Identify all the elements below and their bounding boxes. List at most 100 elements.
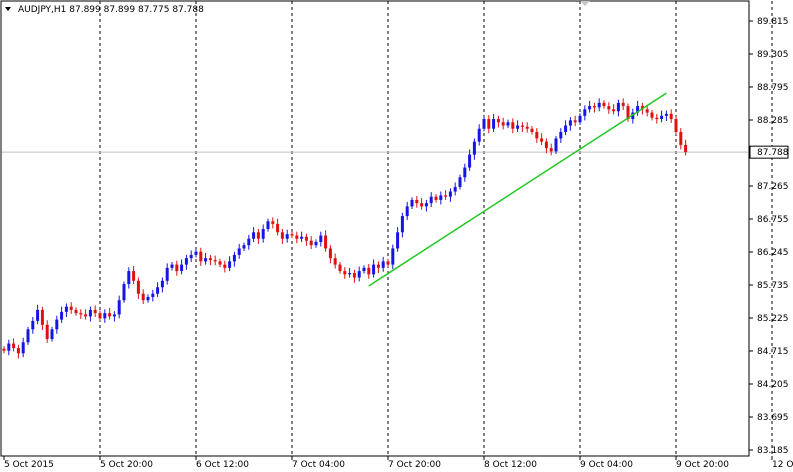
bear-candle [674, 119, 678, 132]
bull-candle [429, 196, 433, 204]
grid-lines [99, 1, 773, 456]
triangle-down-icon[interactable] [5, 7, 11, 11]
bear-candle [324, 235, 328, 249]
bull-candle [472, 141, 476, 155]
x-tick-label: 6 Oct 12:00 [196, 460, 249, 470]
bear-candle [208, 258, 212, 261]
bull-candle [194, 251, 198, 255]
trendline[interactable] [368, 92, 667, 287]
bear-candle [669, 113, 673, 120]
bull-candle [103, 313, 107, 319]
bear-candle [79, 313, 83, 315]
bull-candle [400, 216, 404, 233]
bear-candle [295, 235, 299, 239]
bear-candle [520, 125, 524, 127]
bull-candle [616, 102, 620, 112]
bull-candle [189, 254, 193, 259]
y-tick-label: 86.245 [757, 248, 789, 258]
bull-candle [458, 177, 462, 187]
bull-candle [165, 267, 169, 281]
x-tick-label: 7 Oct 20:00 [388, 460, 441, 470]
bear-candle [136, 280, 140, 294]
bear-candle [12, 343, 16, 349]
bear-candle [98, 313, 102, 319]
bull-candle [151, 293, 155, 297]
bull-candle [348, 273, 352, 275]
bull-candle [453, 186, 457, 192]
bear-candle [573, 120, 577, 123]
bear-candle [40, 309, 44, 325]
bull-candle [578, 115, 582, 123]
bear-candle [367, 267, 371, 275]
bull-candle [554, 138, 558, 152]
bull-candle [492, 119, 496, 129]
y-tick-label: 88.795 [757, 83, 789, 93]
bull-candle [391, 248, 395, 265]
bear-candle [256, 232, 260, 239]
x-tick-label: 5 Oct 2015 [4, 460, 54, 470]
bear-candle [420, 203, 424, 207]
bull-candle [261, 229, 265, 239]
bear-candle [74, 309, 78, 314]
bear-candle [511, 122, 515, 129]
bear-candle [602, 102, 606, 107]
bull-candle [204, 258, 208, 262]
bull-candle [156, 287, 160, 294]
bear-candle [218, 261, 222, 265]
y-tick-label: 87.265 [757, 182, 789, 192]
current-price-label: 87.788 [757, 148, 789, 158]
y-tick-label: 83.695 [757, 413, 789, 423]
bull-candle [50, 329, 54, 340]
bull-candle [31, 320, 35, 330]
bull-candle [597, 102, 601, 108]
trendline-layer[interactable] [368, 92, 667, 287]
bear-candle [45, 324, 49, 340]
diamond-icon[interactable] [580, 1, 590, 6]
bull-candle [506, 122, 510, 126]
bull-candle [410, 199, 414, 207]
bull-candle [285, 234, 289, 239]
price-axis[interactable]: 89.815 89.305 88.795 88.285 87.265 86.755 86.2… [749, 17, 789, 456]
bear-candle [444, 195, 448, 197]
bear-candle [544, 141, 548, 149]
bull-candle [396, 232, 400, 249]
y-tick-label: 88.285 [757, 116, 789, 126]
x-tick-label: 7 Oct 04:00 [292, 460, 345, 470]
current-price-tag: 87.788 [749, 145, 789, 159]
x-tick-label: 9 Oct 20:00 [676, 460, 729, 470]
bull-candle [184, 258, 188, 265]
bear-candle [352, 273, 356, 278]
bull-candle [266, 221, 270, 230]
y-tick-label: 89.305 [757, 50, 789, 60]
bear-candle [69, 306, 73, 310]
bull-candle [568, 120, 572, 126]
bull-candle [314, 241, 318, 246]
bear-candle [530, 128, 534, 132]
bull-candle [252, 232, 256, 239]
x-tick-label: 9 Oct 04:00 [580, 460, 633, 470]
bull-candle [228, 261, 232, 268]
bull-candle [482, 119, 486, 129]
bull-candle [362, 267, 366, 272]
bull-candle [60, 311, 64, 320]
bull-candle [112, 314, 116, 317]
bear-candle [540, 138, 544, 142]
bear-candle [199, 251, 203, 262]
y-tick-label: 84.205 [757, 380, 789, 390]
y-tick-label: 85.225 [757, 314, 789, 324]
bull-candle [636, 106, 640, 113]
candlestick-series [2, 98, 688, 359]
bull-candle [160, 280, 164, 288]
bull-candle [117, 300, 121, 315]
bear-candle [271, 221, 275, 224]
time-axis[interactable]: 5 Oct 2015 5 Oct 20:00 6 Oct 12:00 7 Oct 04… [3, 456, 793, 470]
bull-candle [170, 264, 174, 268]
bull-candle [564, 125, 568, 132]
bull-candle [122, 284, 126, 301]
bear-candle [645, 109, 649, 113]
plot-frame [0, 0, 750, 457]
bear-candle [626, 106, 630, 120]
bear-candle [328, 248, 332, 259]
x-tick-label: 12 Oct 12:00 [772, 460, 793, 470]
